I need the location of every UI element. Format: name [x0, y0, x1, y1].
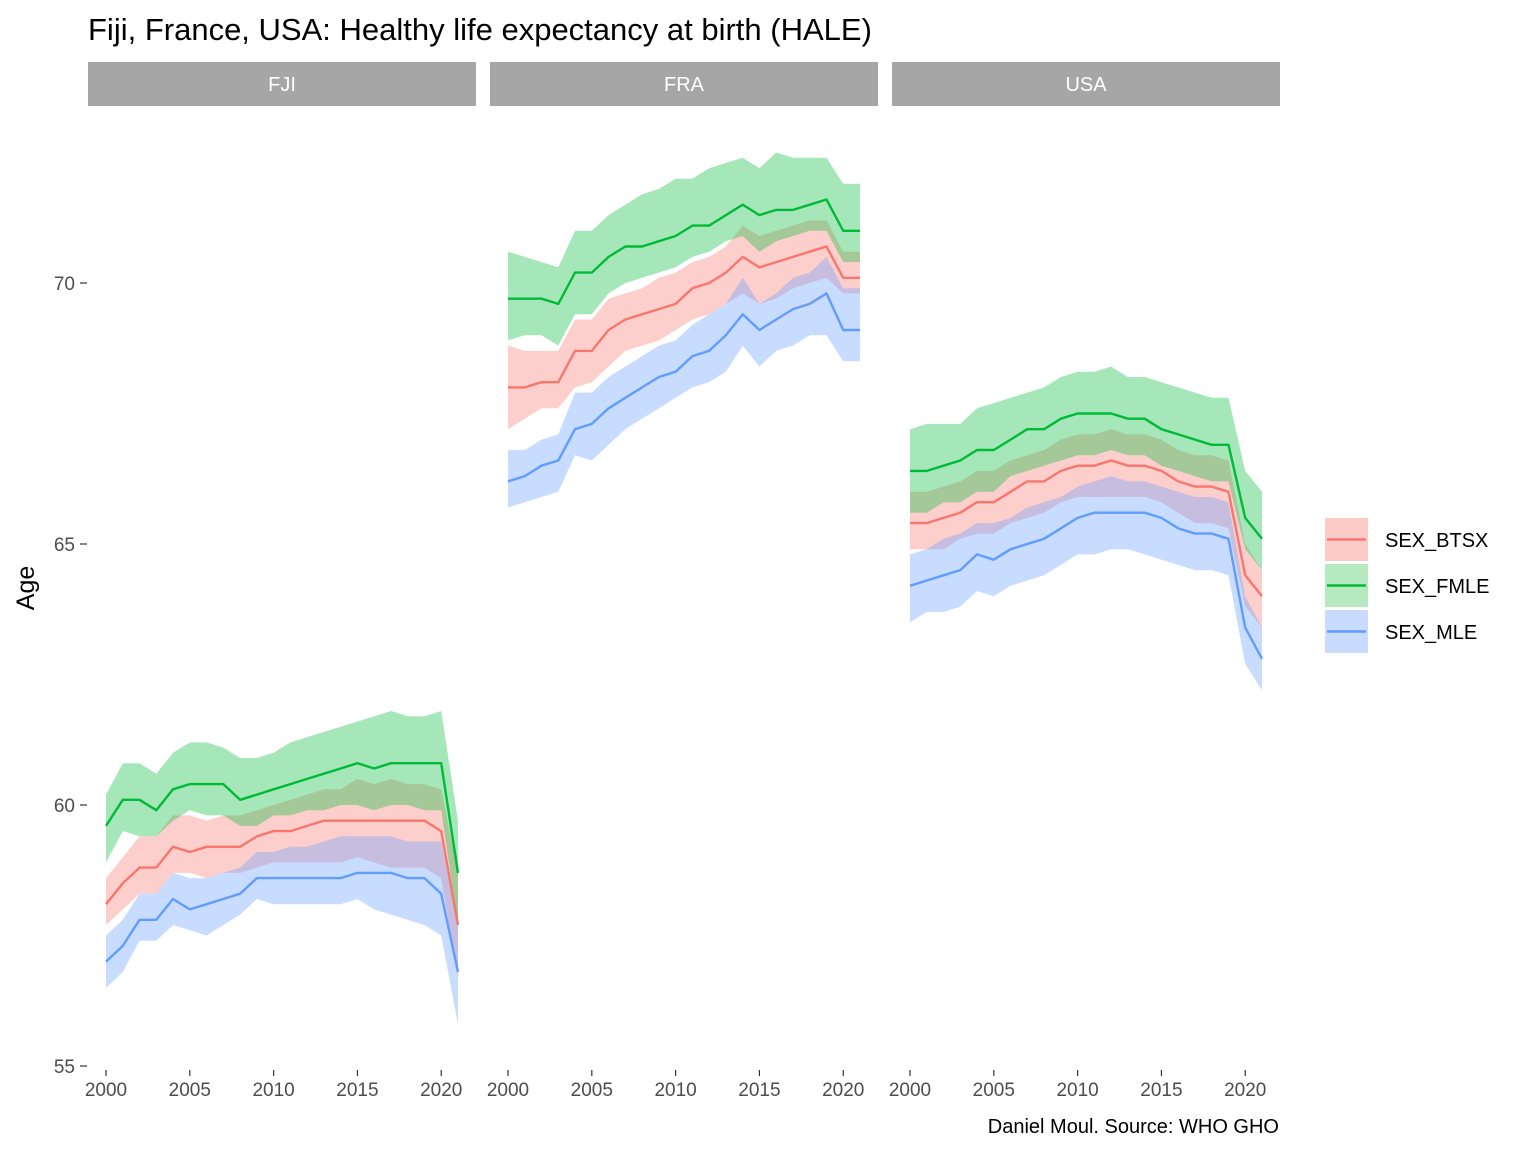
x-tick-label: 2015 [1140, 1080, 1182, 1101]
legend-item-sex_fmle: SEX_FMLE [1325, 564, 1489, 607]
legend-label: SEX_BTSX [1385, 530, 1488, 552]
legend-item-sex_mle: SEX_MLE [1325, 610, 1477, 653]
line-sex_mle [507, 292, 860, 483]
ribbon-sex_mle [106, 836, 458, 1025]
line-sex_fmle [104, 762, 460, 874]
strip-fra [490, 62, 878, 106]
x-tick-label: 2010 [1056, 1080, 1098, 1101]
strip-label: FJI [268, 74, 296, 96]
x-tick-label: 2010 [654, 1080, 696, 1101]
line-sex_fmle [910, 412, 1263, 540]
x-tick-label: 2000 [85, 1080, 127, 1101]
ribbon-sex_mle [508, 256, 860, 508]
y-tick-label: 70 [54, 274, 75, 295]
x-tick-label: 2005 [973, 1080, 1015, 1101]
line-sex_btsx [105, 819, 460, 926]
legend-label: SEX_FMLE [1385, 576, 1489, 598]
y-axis-title: Age [12, 566, 40, 610]
chart-title: Fiji, France, USA: Healthy life expectan… [88, 12, 872, 47]
line-sex_mle [105, 871, 460, 973]
legend: SEX_BTSX SEX_FMLE SEX_MLE [1325, 518, 1489, 653]
y-tick-label: 60 [54, 796, 75, 817]
y-tick-label: 65 [54, 535, 75, 556]
x-tick-label: 2020 [1224, 1080, 1266, 1101]
x-tick-label: 2005 [571, 1080, 613, 1101]
line-sex_mle [909, 511, 1264, 660]
ribbon-sex_fmle [910, 366, 1262, 571]
y-tick-label: 55 [54, 1057, 75, 1078]
strip-fji [88, 62, 476, 106]
x-tick-label: 2000 [889, 1080, 931, 1101]
caption: Daniel Moul. Source: WHO GHO [988, 1116, 1279, 1138]
legend-label: SEX_MLE [1385, 622, 1477, 644]
line-sex_btsx [508, 245, 860, 389]
ribbon-sex_btsx [508, 220, 860, 430]
panel-usa: USA 2000 2005 2010 2015 2020 [889, 62, 1280, 1101]
legend-item-sex_btsx: SEX_BTSX [1325, 518, 1488, 561]
panel-fji: FJI 2000 2005 2010 2015 2020 [85, 62, 476, 1101]
strip-label: USA [1065, 74, 1107, 96]
ribbon-sex_fmle [106, 711, 458, 926]
x-tick-label: 2005 [169, 1080, 211, 1101]
x-tick-label: 2000 [487, 1080, 529, 1101]
x-tick-label: 2020 [420, 1080, 462, 1101]
ribbon-sex_fmle [508, 152, 860, 346]
ribbon-sex_mle [910, 476, 1262, 691]
strip-usa [892, 62, 1280, 106]
ribbon-sex_btsx [106, 778, 458, 978]
y-axis: 55 60 65 70 [54, 274, 87, 1078]
line-sex_fmle [508, 198, 860, 306]
x-tick-label: 2010 [252, 1080, 294, 1101]
panel-fra: FRA 2000 2005 2010 2015 2020 [487, 62, 878, 1101]
x-tick-label: 2015 [738, 1080, 780, 1101]
line-sex_btsx [910, 459, 1263, 597]
x-tick-label: 2020 [822, 1080, 864, 1101]
panels: FJI 2000 2005 2010 2015 2020 FRA 2000 2005 2010 20… [85, 62, 1280, 1101]
strip-label: FRA [664, 74, 705, 96]
x-tick-label: 2015 [336, 1080, 378, 1101]
